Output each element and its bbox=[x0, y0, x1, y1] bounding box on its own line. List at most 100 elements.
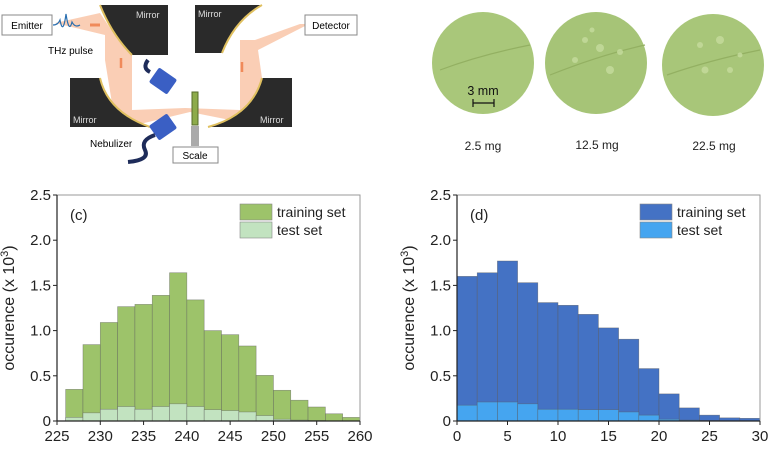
bar-training bbox=[639, 369, 659, 421]
bar-training bbox=[187, 300, 204, 421]
leaf-samples: 3 mm 2.5 mg 12.5 mg 22.5 mg bbox=[432, 12, 764, 153]
setup-diagram: Mirror Mirror Mirror Mirror Emitter THz … bbox=[2, 5, 357, 163]
panel-label: (d) bbox=[470, 207, 488, 224]
x-tick-label: 0 bbox=[453, 428, 461, 445]
x-tick-label: 230 bbox=[88, 428, 113, 445]
scale-bar-label: 3 mm bbox=[467, 84, 498, 98]
bar-training bbox=[578, 314, 598, 421]
leaf-sample-image bbox=[662, 14, 764, 116]
x-tick-label: 15 bbox=[600, 428, 617, 445]
x-tick-label: 240 bbox=[174, 428, 199, 445]
x-tick-label: 260 bbox=[347, 428, 372, 445]
y-tick-label: 0 bbox=[43, 413, 51, 430]
detector-label: Detector bbox=[312, 21, 350, 32]
bar-training bbox=[659, 394, 679, 421]
bar-test bbox=[170, 404, 187, 421]
y-tick-label: 0 bbox=[443, 413, 451, 430]
legend-label: test set bbox=[277, 222, 322, 238]
bar-test bbox=[538, 409, 558, 421]
bar-training bbox=[679, 408, 699, 421]
bar-training bbox=[256, 375, 273, 421]
bar-test bbox=[256, 416, 273, 421]
bar-training bbox=[538, 303, 558, 421]
legend-swatch bbox=[640, 222, 672, 238]
x-tick-label: 20 bbox=[651, 428, 668, 445]
bar-test bbox=[558, 409, 578, 421]
bar-test bbox=[221, 411, 238, 421]
x-tick-label: 225 bbox=[44, 428, 69, 445]
bar-training bbox=[457, 276, 477, 421]
bar-training bbox=[308, 407, 325, 421]
bar-training bbox=[221, 335, 238, 421]
bar-training bbox=[477, 273, 497, 421]
bar-training bbox=[558, 305, 578, 421]
legend-label: training set bbox=[277, 204, 346, 220]
leaf-sample-image bbox=[432, 12, 534, 114]
y-tick-label: 0.5 bbox=[430, 368, 451, 385]
y-tick-label: 2.0 bbox=[30, 232, 51, 249]
bar-training bbox=[325, 414, 342, 421]
panel-label: (c) bbox=[70, 207, 88, 224]
mirror-label: Mirror bbox=[198, 9, 222, 19]
bar-training bbox=[497, 261, 517, 421]
x-tick-label: 255 bbox=[304, 428, 329, 445]
thz-pulse-label: THz pulse bbox=[48, 46, 93, 57]
bar-test bbox=[598, 410, 618, 421]
x-tick-label: 250 bbox=[261, 428, 286, 445]
sample-label: 2.5 mg bbox=[465, 139, 502, 153]
bar-test bbox=[239, 412, 256, 421]
leaf-sample-image bbox=[545, 12, 647, 114]
bar-training bbox=[291, 400, 308, 421]
bar-test bbox=[619, 412, 639, 421]
x-tick-label: 25 bbox=[701, 428, 718, 445]
y-tick-label: 1.0 bbox=[30, 323, 51, 340]
bar-training bbox=[118, 307, 135, 421]
bar-test bbox=[135, 409, 152, 421]
bar-test bbox=[477, 402, 497, 421]
sample-label: 22.5 mg bbox=[692, 139, 735, 153]
bar-training bbox=[598, 328, 618, 421]
legend-label: test set bbox=[677, 222, 722, 238]
bar-training bbox=[66, 389, 83, 421]
legend-label: training set bbox=[677, 204, 746, 220]
bar-test bbox=[639, 415, 659, 421]
bar-training bbox=[152, 295, 169, 421]
nebulizer-top-icon bbox=[149, 67, 177, 94]
bar-test bbox=[518, 404, 538, 421]
mirror-label: Mirror bbox=[73, 115, 97, 125]
bar-training bbox=[239, 346, 256, 421]
mirror-label: Mirror bbox=[136, 10, 160, 20]
x-tick-label: 30 bbox=[752, 428, 768, 445]
scale-stem bbox=[191, 126, 199, 146]
y-tick-label: 2.5 bbox=[430, 187, 451, 204]
sample-label: 12.5 mg bbox=[575, 138, 618, 152]
bar-test bbox=[83, 413, 100, 421]
bar-test bbox=[578, 410, 598, 421]
legend-swatch bbox=[240, 222, 272, 238]
mirror-label: Mirror bbox=[260, 115, 284, 125]
y-tick-label: 2.5 bbox=[30, 187, 51, 204]
scale-label: Scale bbox=[182, 151, 207, 162]
y-tick-label: 2.0 bbox=[430, 232, 451, 249]
emitter-label: Emitter bbox=[11, 21, 43, 32]
legend-swatch bbox=[240, 204, 272, 220]
x-tick-label: 5 bbox=[503, 428, 511, 445]
bar-test bbox=[100, 409, 117, 421]
legend-swatch bbox=[640, 204, 672, 220]
x-tick-label: 245 bbox=[218, 428, 243, 445]
bar-training bbox=[273, 390, 290, 421]
bar-test bbox=[497, 402, 517, 421]
bar-test bbox=[118, 407, 135, 421]
bar-training bbox=[170, 273, 187, 421]
bar-training bbox=[619, 339, 639, 421]
bar-test bbox=[204, 410, 221, 421]
y-axis-label: occurence (x 103) bbox=[0, 245, 18, 370]
bar-test bbox=[152, 407, 169, 421]
bar-training bbox=[83, 345, 100, 421]
bar-training bbox=[204, 331, 221, 421]
bar-test bbox=[187, 407, 204, 421]
y-axis-label: occurence (x 103) bbox=[399, 245, 418, 370]
